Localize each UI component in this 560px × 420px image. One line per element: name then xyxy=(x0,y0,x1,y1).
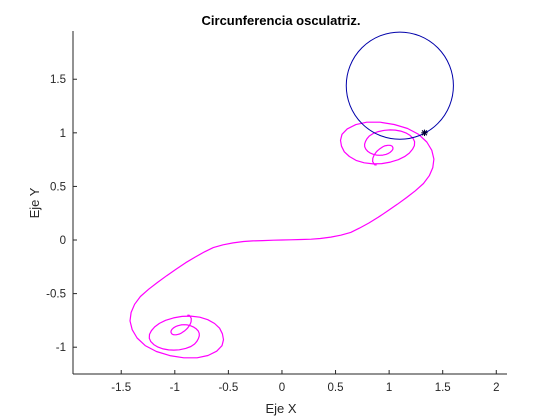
y-tick-label: 1 xyxy=(60,128,66,140)
x-tick-label: 1 xyxy=(386,382,392,394)
x-axis-label: Eje X xyxy=(265,401,296,416)
y-tick-label: -0.5 xyxy=(46,289,66,301)
x-tick-label: -1.5 xyxy=(111,382,131,394)
x-tick-label: 2 xyxy=(493,382,499,394)
axes-background xyxy=(73,31,507,374)
x-tick-label: 1.5 xyxy=(435,382,451,394)
curve-line xyxy=(129,121,435,359)
x-tick-label: 0.5 xyxy=(328,382,344,394)
chart-title: Circunferencia osculatriz. xyxy=(202,13,361,28)
y-tick-label: 0.5 xyxy=(50,181,66,193)
x-tick-label: 0 xyxy=(279,382,285,394)
axes-layer xyxy=(72,31,507,375)
x-ticks: -1.5 -1 -0.5 0 0.5 1 1.5 2 xyxy=(111,370,499,394)
x-tick-label: -0.5 xyxy=(218,382,238,394)
y-axis-label: Eje Y xyxy=(27,187,42,218)
y-ticks: -1 -0.5 0 0.5 1 1.5 xyxy=(46,74,77,354)
osculating-circle xyxy=(345,31,454,140)
point-marker xyxy=(421,129,428,137)
series-layer xyxy=(129,31,454,359)
y-tick-label: 0 xyxy=(60,235,66,247)
y-tick-label: -1 xyxy=(56,342,66,354)
y-tick-label: 1.5 xyxy=(50,74,66,86)
x-tick-label: -1 xyxy=(170,382,180,394)
plot-area: -1.5 -1 -0.5 0 0.5 1 1.5 2 -1 -0.5 0 0.5 1 1.5 xyxy=(46,31,507,394)
